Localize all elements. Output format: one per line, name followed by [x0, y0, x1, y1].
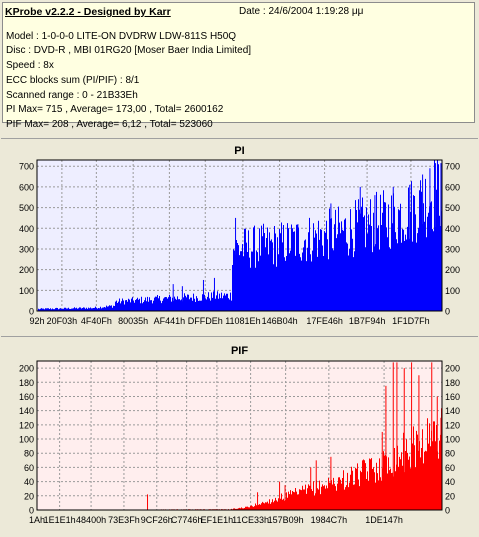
- pi-x-tick-label: 4F40Fh: [81, 316, 112, 326]
- pif-y-tick-label-left: 120: [19, 420, 34, 430]
- pif-chart-panel: PIF 0 0 20 20 40 40 60 60 80 80 100 100 120 120 140 140 1…: [1, 336, 478, 532]
- pif-y-tick-label-left: 80: [24, 449, 34, 459]
- pi-y-tick-label-left: 700: [19, 162, 34, 172]
- pi-y-tick-label-right: 700: [445, 162, 460, 172]
- pi-x-tick-label: DFFDEh: [188, 316, 223, 326]
- pi-x-tick-label: 1B7F94h: [349, 316, 386, 326]
- pif-chart-title: PIF: [231, 345, 248, 357]
- pi-y-tick-label-right: 400: [445, 224, 460, 234]
- pif-chart: PIF 0 0 20 20 40 40 60 60 80 80 100 100 120 120 140 140 1…: [19, 345, 460, 525]
- pi-y-tick-label-right: 500: [445, 203, 460, 213]
- speed-line: Speed : 8x: [6, 60, 54, 71]
- pi-y-tick-label-left: 100: [19, 286, 34, 296]
- pif-y-tick-label-right: 140: [445, 406, 460, 416]
- pif-y-tick-label-right: 200: [445, 364, 460, 374]
- pif-y-tick-label-left: 200: [19, 364, 34, 374]
- pif-y-tick-label-left: 20: [24, 491, 34, 501]
- pif-x-tick-label: 157B09h: [268, 515, 304, 525]
- pif-y-tick-label-right: 160: [445, 392, 460, 402]
- pi-y-tick-label-left: 400: [19, 224, 34, 234]
- pi-y-tick-label-right: 0: [445, 307, 450, 317]
- pif-x-tick-label: 1984C7h: [311, 515, 348, 525]
- pif-x-tick-label: 1E1E1h: [44, 515, 76, 525]
- pi-x-tick-label: AF441h: [154, 316, 186, 326]
- app-title: KProbe v2.2.2 - Designed by Karr: [5, 6, 171, 18]
- pi-x-tick-label: 11081Eh: [225, 316, 260, 326]
- pif-y-tick-label-left: 60: [24, 463, 34, 473]
- pif-y-tick-label-right: 100: [445, 435, 460, 445]
- pif-x-tick-label: 1DE147h: [365, 515, 403, 525]
- pi-x-tick-label: 80035h: [118, 316, 148, 326]
- pif-x-tick-label: 11CE33h: [232, 515, 269, 525]
- pif-x-tick-label: 48400h: [76, 515, 106, 525]
- pi-y-tick-label-right: 200: [445, 265, 460, 275]
- pif-x-tick-label: 1Ah: [29, 515, 45, 525]
- pif-y-tick-label-right: 40: [445, 477, 455, 487]
- pi-x-tick-label: 92h: [30, 316, 45, 326]
- pif-y-tick-label-left: 0: [29, 506, 34, 516]
- pif-x-tick-label: 9CF26h: [141, 515, 173, 525]
- pi-summary-line: PI Max= 715 , Average= 173,00 , Total= 2…: [6, 104, 224, 115]
- pif-y-tick-label-right: 80: [445, 449, 455, 459]
- pi-data-bars: [38, 160, 442, 311]
- pif-y-tick-label-left: 40: [24, 477, 34, 487]
- pi-chart-panel: PI 0 0 100 100 200 200 300 300 400 400 500 500 600 600…: [1, 138, 478, 331]
- pif-x-tick-label: 73E3Fh: [108, 515, 140, 525]
- pif-plot-border: [36, 360, 443, 511]
- pif-x-tick-label: C7746h: [171, 515, 203, 525]
- ecc-line: ECC blocks sum (PI/PIF) : 8/1: [6, 75, 140, 86]
- pi-y-tick-label-right: 100: [445, 286, 460, 296]
- pif-y-tick-label-right: 180: [445, 378, 460, 388]
- scan-date: Date : 24/6/2004 1:19:28 μμ: [239, 6, 364, 17]
- pif-y-tick-label-left: 100: [19, 435, 34, 445]
- pif-y-tick-label-left: 180: [19, 378, 34, 388]
- info-panel: KProbe v2.2.2 - Designed by Karr Date : …: [2, 2, 475, 130]
- model-line: Model : 1-0-0-0 LITE-ON DVDRW LDW-811S H…: [6, 31, 237, 42]
- pif-y-tick-label-right: 60: [445, 463, 455, 473]
- pi-plot-border: [36, 159, 443, 312]
- pi-chart: PI 0 0 100 100 200 200 300 300 400 400 500 500 600 600…: [19, 145, 460, 326]
- pi-x-tick-label: 20F03h: [47, 316, 78, 326]
- pi-chart-title: PI: [234, 145, 244, 157]
- pi-y-tick-label-right: 600: [445, 182, 460, 192]
- pi-x-tick-label: 146B04h: [262, 316, 298, 326]
- pi-y-tick-label-left: 600: [19, 182, 34, 192]
- pif-y-tick-label-left: 160: [19, 392, 34, 402]
- pif-x-tick-label: EF1E1h: [201, 515, 234, 525]
- pif-summary-line: PIF Max= 208 , Average= 6,12 , Total= 52…: [6, 119, 213, 130]
- pi-x-tick-label: 17FE46h: [306, 316, 343, 326]
- pi-x-tick-label: 1F1D7Fh: [392, 316, 430, 326]
- pi-y-tick-label-left: 0: [29, 307, 34, 317]
- pif-y-tick-label-left: 140: [19, 406, 34, 416]
- pi-y-tick-label-left: 300: [19, 244, 34, 254]
- pif-y-tick-label-right: 120: [445, 420, 460, 430]
- range-line: Scanned range : 0 - 21B33Eh: [6, 90, 138, 101]
- pif-y-tick-label-right: 0: [445, 506, 450, 516]
- pi-y-tick-label-left: 200: [19, 265, 34, 275]
- disc-line: Disc : DVD-R , MBI 01RG20 [Moser Baer In…: [6, 45, 252, 56]
- pi-y-tick-label-right: 300: [445, 244, 460, 254]
- pi-y-tick-label-left: 500: [19, 203, 34, 213]
- pif-y-tick-label-right: 20: [445, 491, 455, 501]
